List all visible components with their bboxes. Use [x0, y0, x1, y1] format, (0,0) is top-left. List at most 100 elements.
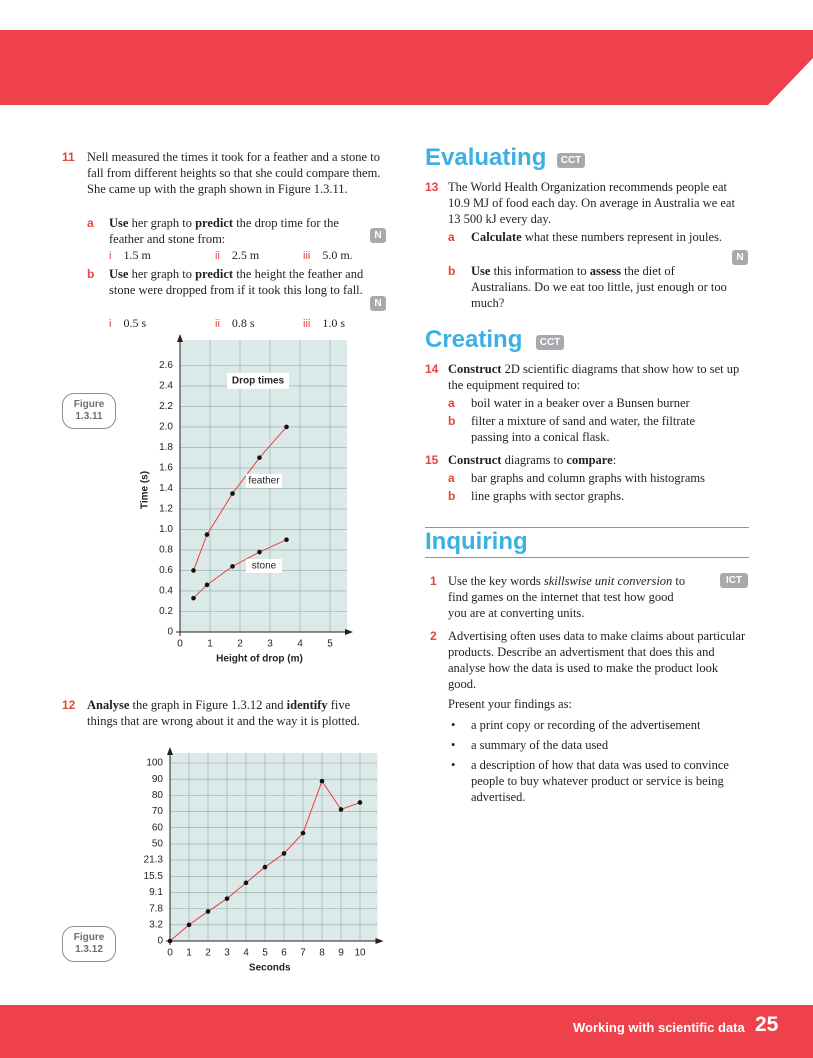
text: the diet of Australians. Do we eat too l…: [471, 264, 727, 310]
text: what these numbers represent in joules.: [521, 230, 722, 244]
part-text: Use her graph to predict the drop time f…: [109, 215, 369, 247]
question-text: Construct 2D scientific diagrams that sh…: [448, 361, 747, 393]
data-point: [230, 564, 235, 569]
question-part: a Use her graph to predict the drop time…: [87, 215, 377, 247]
y-axis-label: Time (s): [140, 471, 151, 509]
text: to find games on the internet that test …: [448, 574, 686, 620]
question: 11 Nell measured the times it took for a…: [62, 149, 392, 197]
question-part: b filter a mixture of sand and water, th…: [448, 413, 718, 445]
y-tick-label: 2.4: [159, 381, 173, 392]
x-axis-label: Height of drop (m): [216, 654, 303, 665]
badge: N: [370, 228, 386, 243]
data-point: [205, 909, 211, 914]
question: 15 Construct diagrams to compare:: [425, 452, 747, 468]
data-point: [243, 880, 249, 886]
data-point: [338, 807, 344, 812]
bold: Construct: [448, 362, 502, 376]
option: ii 2.5 m: [215, 248, 259, 263]
question-number: 14: [425, 362, 439, 376]
numeral: i: [109, 318, 112, 330]
section-heading: Evaluating: [425, 144, 547, 171]
x-tick-label: 5: [262, 948, 268, 959]
y-tick-label: 1.2: [159, 504, 173, 515]
text: :: [612, 453, 617, 467]
part-text: line graphs with sector graphs.: [471, 489, 625, 503]
bold: predict: [195, 216, 234, 230]
option-text: 5.0 m.: [322, 248, 353, 262]
x-tick-label: 2: [237, 639, 243, 650]
y-tick-label: 50: [152, 839, 164, 850]
question-part: a bar graphs and column graphs with hist…: [448, 470, 748, 486]
x-tick-label: 2: [205, 948, 211, 959]
part-letter: a: [448, 396, 455, 410]
question-text: Use the key words skillswise unit conver…: [448, 573, 695, 621]
y-tick-label: 80: [152, 790, 164, 801]
page-number: 25: [755, 1013, 779, 1036]
badge: CCT: [557, 153, 585, 168]
option: i 0.5 s: [109, 316, 146, 331]
y-tick-label: 3.2: [149, 919, 163, 930]
italic: skillswise unit conversion: [543, 574, 673, 588]
question-number: 11: [62, 150, 75, 164]
x-tick-label: 1: [186, 948, 192, 959]
data-point: [284, 537, 289, 543]
question-number: 2: [430, 629, 437, 643]
bold: Calculate: [471, 230, 522, 244]
data-point: [230, 491, 235, 496]
part-letter: a: [448, 471, 455, 485]
bold: Construct: [448, 453, 502, 467]
x-tick-label: 7: [300, 948, 306, 959]
numeral: i: [109, 250, 112, 262]
x-tick-label: 5: [327, 639, 333, 650]
option-text: 1.5 m: [123, 248, 151, 262]
question-number: 1: [430, 574, 437, 588]
question-text: Nell measured the times it took for a fe…: [87, 150, 381, 196]
text: Use the key words: [448, 574, 544, 588]
question-text: Construct diagrams to compare:: [448, 452, 747, 468]
footer-title: Working with scientific data: [573, 1020, 745, 1035]
x-tick-label: 4: [297, 639, 303, 650]
y-tick-label: 1.0: [159, 524, 173, 535]
question-part: b Use her graph to predict the height th…: [87, 266, 387, 298]
bold: Use: [109, 216, 129, 230]
numeral: ii: [215, 318, 220, 330]
text: the graph in Figure 1.3.12 and: [129, 698, 287, 712]
y-tick-label: 0: [167, 627, 173, 638]
y-tick-label: 0.2: [159, 606, 173, 617]
annotation-background: [246, 474, 282, 488]
bullet: a summary of the data used: [451, 737, 751, 753]
question-text: Advertising often uses data to make clai…: [448, 629, 746, 691]
option-text: 1.0 s: [322, 316, 346, 330]
data-point: [319, 778, 325, 784]
question-part: b line graphs with sector graphs.: [448, 488, 748, 504]
y-tick-label: 2.0: [159, 422, 173, 433]
part-letter: b: [448, 489, 456, 503]
y-tick-label: 0: [157, 936, 163, 947]
x-tick-label: 0: [177, 639, 183, 650]
axis-arrow: [177, 334, 183, 342]
section-heading: Creating: [425, 326, 523, 353]
prompt: Present your findings as:: [448, 697, 572, 711]
y-tick-label: 2.2: [159, 401, 173, 412]
bold: compare: [566, 453, 613, 467]
x-tick-label: 4: [243, 948, 249, 959]
data-point: [257, 455, 262, 460]
data-point: [204, 582, 210, 588]
numeral: ii: [215, 250, 220, 262]
axis-arrow: [345, 629, 353, 635]
part-letter: b: [448, 414, 456, 428]
data-point: [167, 938, 173, 944]
part-text: Use this information to assess the diet …: [471, 263, 731, 311]
part-letter: b: [448, 264, 456, 278]
title-background: [227, 373, 289, 389]
x-tick-label: 10: [354, 948, 366, 959]
part-text: bar graphs and column graphs with histog…: [471, 471, 705, 485]
text: five things that are wrong about it and …: [87, 698, 360, 728]
header-banner: [0, 30, 813, 105]
x-tick-label: 0: [167, 948, 173, 959]
badge: N: [732, 250, 748, 265]
text: the drop time for the feather and stone …: [109, 216, 339, 246]
data-point: [186, 922, 192, 928]
part-text: filter a mixture of sand and water, the …: [471, 414, 696, 444]
